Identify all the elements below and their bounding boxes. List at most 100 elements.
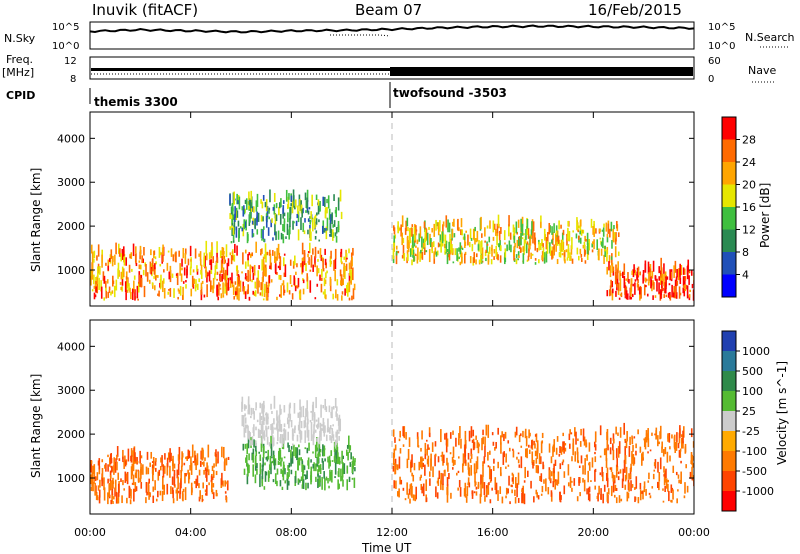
power-cell <box>248 191 250 200</box>
velocity-cell <box>528 429 530 439</box>
power-cell <box>249 253 252 258</box>
power-cell <box>287 204 289 210</box>
power-cell <box>181 267 183 271</box>
velocity-cell <box>632 456 635 466</box>
velocity-cell <box>320 467 322 470</box>
power-cell <box>475 253 478 258</box>
velocity-cell <box>395 480 397 489</box>
power-cell <box>526 226 528 236</box>
velocity-cell <box>420 483 423 491</box>
power-cell <box>117 262 120 276</box>
power-cell <box>157 275 159 278</box>
power-cell <box>674 279 677 293</box>
velocity-cell <box>517 459 520 464</box>
power-cell <box>558 239 561 246</box>
power-cell <box>275 202 278 209</box>
power-cell <box>591 249 594 253</box>
power-cell <box>263 238 265 242</box>
velocity-cell <box>276 410 278 421</box>
velocity-cell <box>442 456 444 466</box>
velocity-cell <box>415 486 418 500</box>
velocity-cell <box>261 420 263 432</box>
power-cell <box>660 289 662 300</box>
velocity-cell <box>224 491 227 494</box>
power-cell <box>401 215 404 228</box>
velocity-cell <box>331 428 334 438</box>
velocity-cell <box>101 473 103 487</box>
velocity-cell <box>464 444 467 457</box>
velocity-cell <box>172 490 174 499</box>
power-cell <box>293 260 295 266</box>
velocity-cell <box>290 453 292 467</box>
velocity-cell <box>338 483 340 489</box>
velocity-cell <box>303 465 306 470</box>
velocity-cell <box>315 463 317 472</box>
power-cell <box>561 232 564 246</box>
power-cell <box>453 233 456 238</box>
velocity-cell <box>281 457 283 462</box>
velocity-cell <box>173 473 176 487</box>
power-cell <box>288 229 291 240</box>
velocity-cell <box>282 467 285 481</box>
power-cell <box>131 268 133 272</box>
velocity-cell <box>617 432 619 436</box>
power-cell <box>166 262 169 271</box>
velocity-cell <box>98 489 101 498</box>
power-cell <box>235 265 238 272</box>
velocity-cell <box>259 474 261 488</box>
velocity-cell <box>98 466 101 475</box>
power-cell <box>107 265 109 271</box>
velocity-cell <box>136 457 138 465</box>
velocity-cell <box>671 487 674 492</box>
power-cell <box>90 275 92 286</box>
power-cell <box>145 263 147 277</box>
velocity-cell <box>175 489 178 494</box>
velocity-cell <box>312 401 315 413</box>
power-cell <box>171 273 174 278</box>
power-cell <box>315 194 318 200</box>
power-colorbar-swatch <box>722 207 736 230</box>
velocity-cell <box>645 433 648 441</box>
power-cell <box>193 278 196 284</box>
velocity-cell <box>635 476 638 489</box>
velocity-cell <box>337 471 340 477</box>
power-cell <box>568 231 571 242</box>
power-cell <box>255 241 257 253</box>
velocity-cell <box>302 405 305 418</box>
velocity-cell <box>554 459 557 466</box>
velocity-cell <box>163 465 166 474</box>
velocity-cell <box>210 479 213 483</box>
power-cell <box>181 258 183 267</box>
velocity-cell <box>122 449 124 460</box>
power-cell <box>577 235 580 240</box>
power-cell <box>155 275 157 281</box>
velocity-cell <box>116 461 118 471</box>
power-cell <box>227 277 230 291</box>
velocity-cell <box>682 430 684 444</box>
velocity-cell <box>120 478 122 483</box>
power-cell <box>261 259 263 271</box>
power-cell <box>526 259 529 262</box>
power-cell <box>203 256 205 267</box>
power-cell <box>347 288 350 293</box>
velocity-cell <box>177 490 179 494</box>
power-cell <box>423 221 426 229</box>
velocity-cell <box>613 475 616 481</box>
power-cell <box>118 250 121 257</box>
power-cell <box>278 206 280 216</box>
power-cell <box>162 280 164 293</box>
power-cell <box>282 257 285 267</box>
velocity-cell <box>533 459 535 466</box>
velocity-cell <box>576 447 579 455</box>
power-cell <box>203 294 206 298</box>
power-cell <box>324 196 326 207</box>
velocity-cell <box>201 494 204 503</box>
velocity-cell <box>157 471 160 481</box>
power-cell <box>559 249 562 258</box>
power-cell <box>180 273 183 282</box>
velocity-cell <box>105 463 107 472</box>
velocity-cell <box>648 492 651 495</box>
power-cell <box>474 226 476 232</box>
velocity-cell <box>624 455 627 465</box>
velocity-cell <box>485 424 488 436</box>
